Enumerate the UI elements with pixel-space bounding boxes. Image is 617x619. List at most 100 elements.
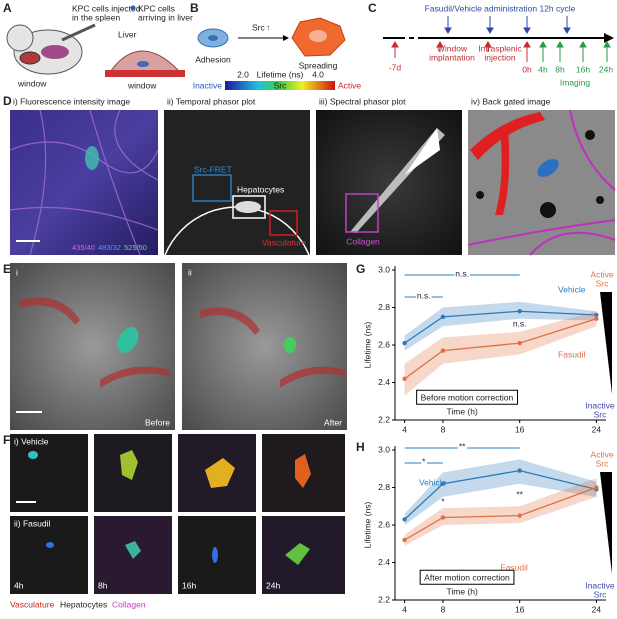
image-label: 16h (182, 580, 196, 590)
data-point (402, 376, 407, 381)
shape (470, 112, 545, 160)
confidence-band (404, 311, 597, 396)
shape (436, 41, 444, 48)
shape (484, 41, 492, 48)
image-label: ii) Fasudil (14, 518, 50, 528)
side-label: Active (590, 269, 613, 279)
dose-arrows (444, 16, 571, 34)
shape (539, 41, 547, 48)
data-point (402, 517, 407, 522)
shape (9, 206, 159, 231)
legend-label: Collagen (112, 599, 146, 609)
y-tick-label: 2.2 (378, 594, 390, 604)
annotation: 0h (522, 64, 532, 74)
side-label: Inactive (585, 580, 615, 590)
shape (495, 130, 510, 215)
gate (345, 193, 379, 233)
image (182, 263, 347, 430)
label-background (454, 268, 470, 279)
shape (523, 41, 531, 48)
image-label: i) Vehicle (14, 436, 49, 446)
mouse-head (6, 24, 34, 52)
syringe (61, 23, 96, 42)
image-title: ii) Temporal phasor plot (167, 96, 256, 106)
texture (20, 297, 345, 388)
annotation: 4h (538, 64, 548, 74)
legend-label: Vasculature (10, 599, 55, 609)
shape (46, 542, 54, 548)
x-tick-label: 8 (441, 604, 446, 614)
y-tick-label: 2.4 (378, 557, 390, 567)
y-tick-label: 3.0 (378, 264, 390, 274)
y-tick-label: 2.6 (378, 519, 390, 529)
texture (9, 109, 159, 256)
shape (125, 541, 141, 559)
image-label: i (16, 267, 18, 277)
x-axis-label: Time (h) (446, 586, 477, 596)
data-point (440, 314, 446, 320)
annotation: window (127, 80, 157, 90)
panel-label: C (368, 1, 377, 15)
x-tick-label: 24 (592, 604, 602, 614)
activity-wedge (600, 472, 612, 574)
image (164, 110, 310, 255)
shape (603, 41, 611, 48)
phasor-cloud (235, 201, 261, 213)
gate (192, 174, 232, 202)
x-tick-label: 16 (515, 604, 525, 614)
event-arrows (391, 41, 531, 62)
arrowhead (604, 33, 614, 43)
image-label: 24h (266, 580, 280, 590)
shape (205, 458, 235, 488)
data-point (594, 485, 599, 490)
cells (137, 61, 149, 67)
y-tick-label: 2.4 (378, 377, 390, 387)
window-frame (105, 70, 185, 77)
arrowhead (283, 35, 289, 41)
label-background (421, 456, 428, 467)
channel-label: 483/32 (98, 243, 121, 252)
series-label: Vehicle (419, 477, 447, 487)
annotation: KPC cells injected (72, 3, 141, 13)
confidence-band (404, 459, 597, 525)
colorbar-label: 4.0 (312, 69, 324, 79)
y-tick-label: 3.0 (378, 444, 390, 454)
shape (89, 109, 141, 256)
box-label: After motion correction (424, 572, 510, 582)
annotation: 8h (555, 64, 565, 74)
shape (596, 196, 604, 204)
annotation: Adhesion (195, 54, 231, 64)
panel-label: D (3, 94, 12, 108)
window (19, 51, 41, 65)
cell-icon (130, 5, 136, 11)
panel-label: B (190, 1, 199, 15)
box-frame (416, 389, 518, 405)
image-title: i) Fluorescence intensity image (13, 96, 130, 106)
data-point (517, 340, 522, 346)
annotation: KPC cells (138, 3, 175, 13)
shape (579, 41, 587, 48)
annotation: Window (437, 43, 468, 53)
gate (269, 210, 298, 236)
data-point (440, 481, 446, 486)
image-grid (10, 434, 345, 594)
panel-label: A (3, 1, 12, 15)
shape (585, 130, 595, 140)
shape (540, 202, 556, 218)
data-point (440, 348, 446, 353)
up-arrow: ↑ (266, 22, 270, 32)
shape (120, 450, 138, 480)
significance-label: n.s. (417, 290, 431, 300)
data-point (594, 316, 599, 321)
image-label: 8h (98, 580, 108, 590)
data-point (517, 309, 522, 314)
y-axis-label: Lifetime (ns) (362, 501, 372, 548)
phasor-cloud (405, 128, 440, 175)
shape (100, 366, 170, 388)
x-tick-label: 4 (402, 424, 407, 434)
nucleus (208, 35, 218, 41)
image-title: iv) Back gated image (471, 96, 551, 106)
shape (295, 454, 311, 488)
shape (20, 297, 80, 325)
